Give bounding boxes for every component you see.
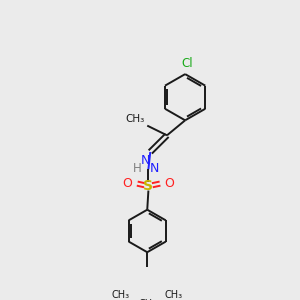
Text: O: O [165,177,175,190]
Text: N: N [140,154,150,167]
Text: N: N [149,162,159,175]
Text: Cl: Cl [181,57,193,70]
Text: S: S [143,179,153,193]
Text: CH₃: CH₃ [165,290,183,300]
Text: CH₃: CH₃ [111,290,130,300]
Text: O: O [123,177,133,190]
Text: CH₃: CH₃ [138,298,156,300]
Text: H: H [133,162,141,175]
Text: CH₃: CH₃ [125,115,145,124]
